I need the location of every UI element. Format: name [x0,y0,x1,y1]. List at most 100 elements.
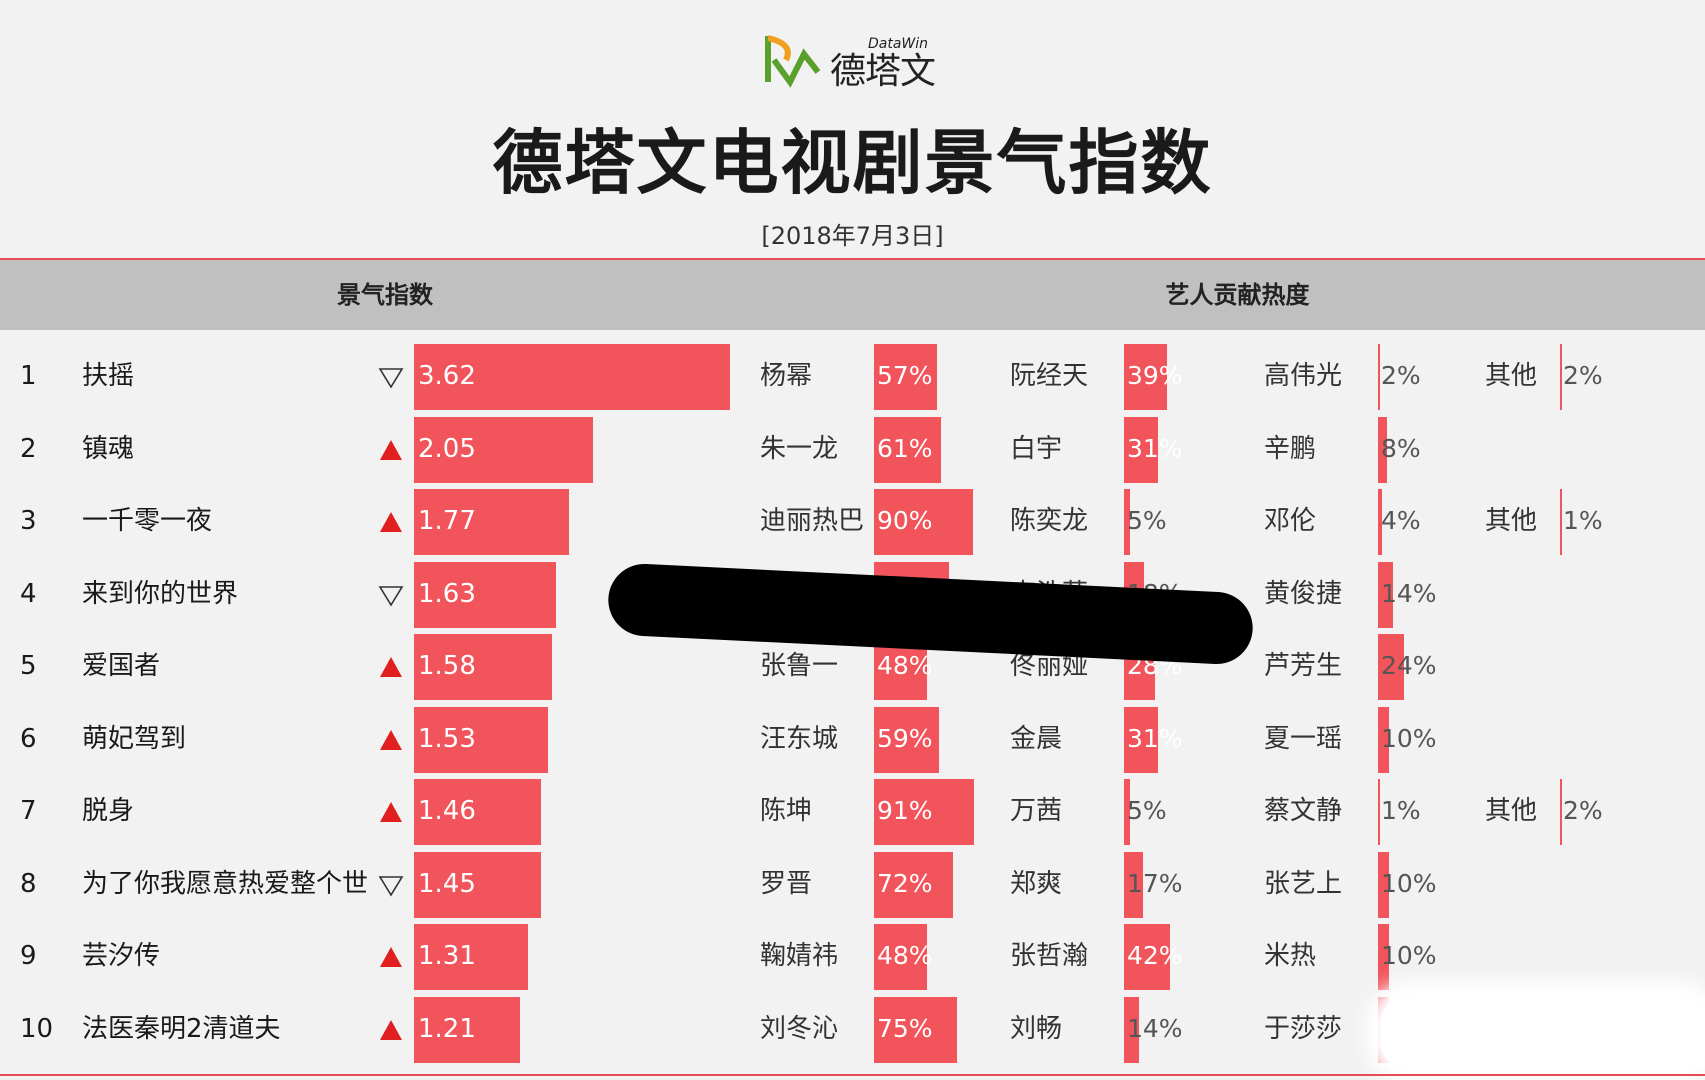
artist-share-value: 72% [877,868,933,898]
artist-share-value: 1% [1563,506,1603,535]
artist-name: 刘畅 [1010,1013,1063,1044]
artist-bar-baseline [1378,779,1380,845]
artist-share-value: 48% [877,651,933,680]
artist-share-bar [1124,996,1140,1063]
index-value: 3.62 [418,361,476,391]
index-bar [414,344,730,410]
artist-share-value: 39% [1127,361,1183,390]
index-value: 1.45 [418,868,476,899]
table-row: 9 芸汐传 1.31 鞠婧祎 48% 张哲瀚 42% 米热 10% [0,922,1705,990]
rank-number: 6 [20,723,37,754]
page-title: 德塔文电视剧景气指数 [492,121,1213,204]
rank-number: 9 [20,941,37,971]
table-row: 8 为了你我愿意热爱整个世 1.45 罗晋 72% 郑爽 17% 张艺上 10% [0,850,1705,918]
column-header-artists: 艺人贡献热度 [1165,281,1310,309]
artist-share-value: 31% [1127,723,1183,753]
rank-number: 3 [20,506,37,536]
artist-name: 汪东城 [760,723,839,754]
show-title: 脱身 [82,796,135,826]
artist-share-value: 90% [877,506,933,535]
index-value: 1.31 [418,941,476,971]
show-title: 镇魂 [82,433,135,464]
artist-share-value: 31% [1127,433,1183,463]
show-title: 爱国者 [82,651,161,681]
artist-share-bar [874,779,975,845]
artist-share-bar [1378,416,1387,483]
artist-name: 朱一龙 [760,433,839,464]
artist-share-bar [1124,706,1159,773]
artist-name: 金晨 [1010,723,1063,754]
artist-share-bar [1124,344,1167,410]
artist-name: 阮经天 [1010,361,1089,391]
artist-name: 刘冬沁 [760,1013,839,1044]
table-row: 7 脱身 1.46 陈坤 91% 万茜 5% 蔡文静 1% 其他 2% [0,777,1705,845]
artist-share-value: 2% [1381,361,1421,390]
artist-name: 张哲瀚 [1010,941,1089,971]
column-header-bar: 景气指数 艺人贡献热度 [0,260,1705,330]
index-value: 1.58 [418,651,476,681]
artist-share-bar [874,489,973,555]
show-title: 萌妃驾到 [82,723,187,754]
index-bar [414,416,593,483]
artist-other-label: 其他 [1485,796,1538,826]
artist-name: 万茜 [1010,796,1063,826]
index-value: 2.05 [418,433,476,464]
artist-share-bar [1124,851,1143,918]
artist-share-value: 5% [1127,796,1167,825]
top-divider [0,258,1705,260]
trend-up-icon [380,1019,402,1040]
show-title: 芸汐传 [82,941,161,971]
artist-name: 米热 [1264,941,1317,971]
artist-share-bar [874,344,937,410]
datawin-logo-icon [765,35,821,88]
artist-share-bar [874,851,954,918]
artist-share-value: 59% [877,723,933,753]
rank-number: 2 [20,433,37,464]
trend-down-icon [378,368,404,389]
trend-up-icon [380,947,402,967]
artist-name: 鞠婧祎 [760,941,839,971]
artist-share-bar [1124,779,1130,845]
artist-name: 陈坤 [760,796,813,826]
artist-name: 辛鹏 [1264,433,1317,464]
artist-share-bar [1378,851,1389,918]
artist-name: 迪丽热巴 [760,506,865,536]
report-date: [2018年7月3日] [761,222,944,250]
artist-share-value: 8% [1381,433,1421,463]
index-bar [414,634,552,700]
watermark-patch [1380,995,1705,1070]
artist-share-value: 75% [877,1013,933,1043]
artist-name: 夏一瑶 [1264,723,1343,754]
artist-name: 张艺上 [1264,868,1343,899]
artist-share-bar [1378,634,1405,700]
artist-other-label: 其他 [1485,506,1538,536]
rank-number: 8 [20,868,37,899]
artist-name: 黄俊捷 [1264,578,1343,609]
artist-share-bar [874,996,957,1063]
table-row: 3 一千零一夜 1.77 迪丽热巴 90% 陈奕龙 5% 邓伦 4% 其他 1% [0,487,1705,555]
index-value: 1.46 [418,796,476,826]
artist-other-label: 其他 [1485,361,1538,391]
show-title: 一千零一夜 [82,506,213,536]
artist-share-bar [1378,561,1394,628]
artist-share-value: 48% [877,941,933,970]
artist-share-value: 24% [1381,651,1437,680]
artist-bar-baseline [1560,489,1562,555]
index-bar [414,706,548,773]
artist-share-value: 61% [877,433,933,463]
table-row: 1 扶摇 3.62 杨幂 57% 阮经天 39% 高伟光 2% 其他 2% [0,342,1705,410]
datawin-logo: DataWin 德塔文 [760,30,940,92]
column-header-index: 景气指数 [337,281,433,309]
index-bar [414,996,520,1063]
show-title: 扶摇 [82,361,135,391]
artist-name: 张鲁一 [760,651,839,681]
artist-name: 杨幂 [760,361,813,391]
artist-share-value: 17% [1127,868,1183,898]
artist-share-value: 10% [1381,868,1437,898]
artist-name: 于莎莎 [1264,1013,1343,1044]
table-row: 5 爱国者 1.58 张鲁一 48% 佟丽娅 28% 芦芳生 24% [0,632,1705,700]
trend-up-icon [380,512,402,532]
index-bar [414,851,541,918]
artist-share-value: 2% [1563,361,1603,390]
index-bar [414,561,557,628]
